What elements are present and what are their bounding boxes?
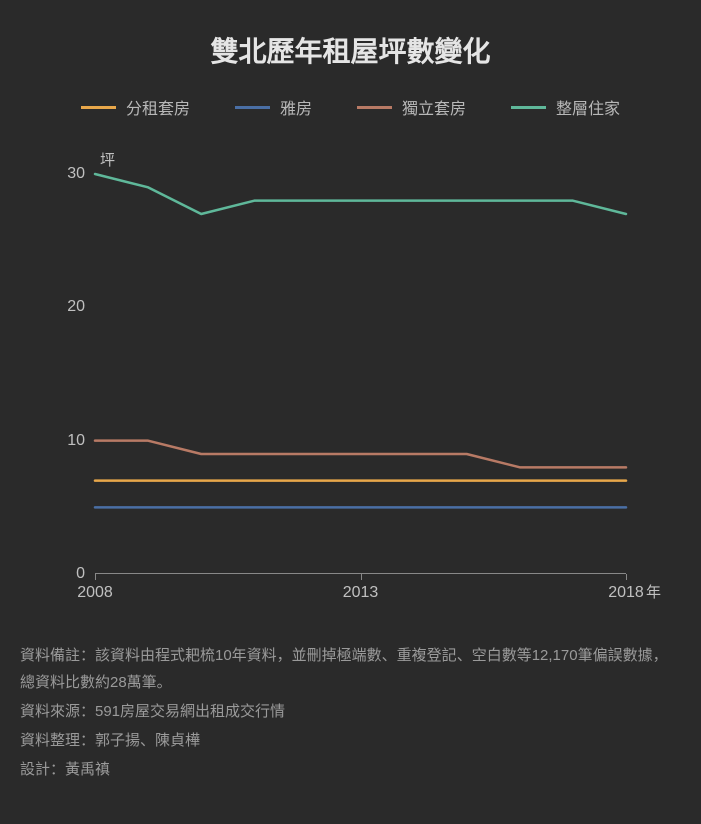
legend-swatch bbox=[81, 106, 116, 109]
chart-container: 雙北歷年租屋坪數變化 分租套房雅房獨立套房整層住家 坪 010203020082… bbox=[0, 0, 701, 824]
chart-area: 坪 0102030200820132018 年 bbox=[20, 154, 681, 624]
x-tick-label: 2013 bbox=[343, 584, 379, 602]
legend-item: 整層住家 bbox=[511, 95, 620, 119]
series-line bbox=[95, 441, 626, 468]
footer-note: 資料備註：該資料由程式耙梳10年資料，並刪掉極端數、重複登記、空白數等12,17… bbox=[20, 642, 681, 696]
series-line bbox=[95, 174, 626, 214]
legend: 分租套房 雅房 獨立套房 整層住家 bbox=[20, 95, 681, 119]
legend-swatch bbox=[511, 106, 546, 109]
x-axis-unit: 年 bbox=[646, 581, 661, 602]
x-tick-label: 2008 bbox=[77, 584, 113, 602]
legend-item: 雅房 bbox=[235, 95, 312, 119]
plot-area: 0102030200820132018 bbox=[95, 174, 626, 574]
y-tick-label: 0 bbox=[55, 565, 85, 583]
chart-title: 雙北歷年租屋坪數變化 bbox=[20, 30, 681, 70]
y-axis-unit: 坪 bbox=[100, 149, 115, 170]
legend-label: 整層住家 bbox=[556, 95, 620, 119]
legend-item: 分租套房 bbox=[81, 95, 190, 119]
footer-source: 資料來源：591房屋交易網出租成交行情 bbox=[20, 698, 681, 725]
legend-item: 獨立套房 bbox=[357, 95, 466, 119]
footer-design-by: 設計：黃禹禛 bbox=[20, 756, 681, 783]
legend-swatch bbox=[357, 106, 392, 109]
x-tick-mark bbox=[626, 574, 627, 580]
legend-swatch bbox=[235, 106, 270, 109]
y-tick-label: 20 bbox=[55, 298, 85, 316]
x-tick-label: 2018 bbox=[608, 584, 644, 602]
legend-label: 雅房 bbox=[280, 95, 312, 119]
y-tick-label: 30 bbox=[55, 165, 85, 183]
line-series-svg bbox=[95, 174, 626, 574]
legend-label: 獨立套房 bbox=[402, 95, 466, 119]
x-tick-mark bbox=[361, 574, 362, 580]
footer-compiled-by: 資料整理：郭子揚、陳貞樺 bbox=[20, 727, 681, 754]
legend-label: 分租套房 bbox=[126, 95, 190, 119]
y-tick-label: 10 bbox=[55, 432, 85, 450]
footer: 資料備註：該資料由程式耙梳10年資料，並刪掉極端數、重複登記、空白數等12,17… bbox=[20, 642, 681, 783]
x-tick-mark bbox=[95, 574, 96, 580]
